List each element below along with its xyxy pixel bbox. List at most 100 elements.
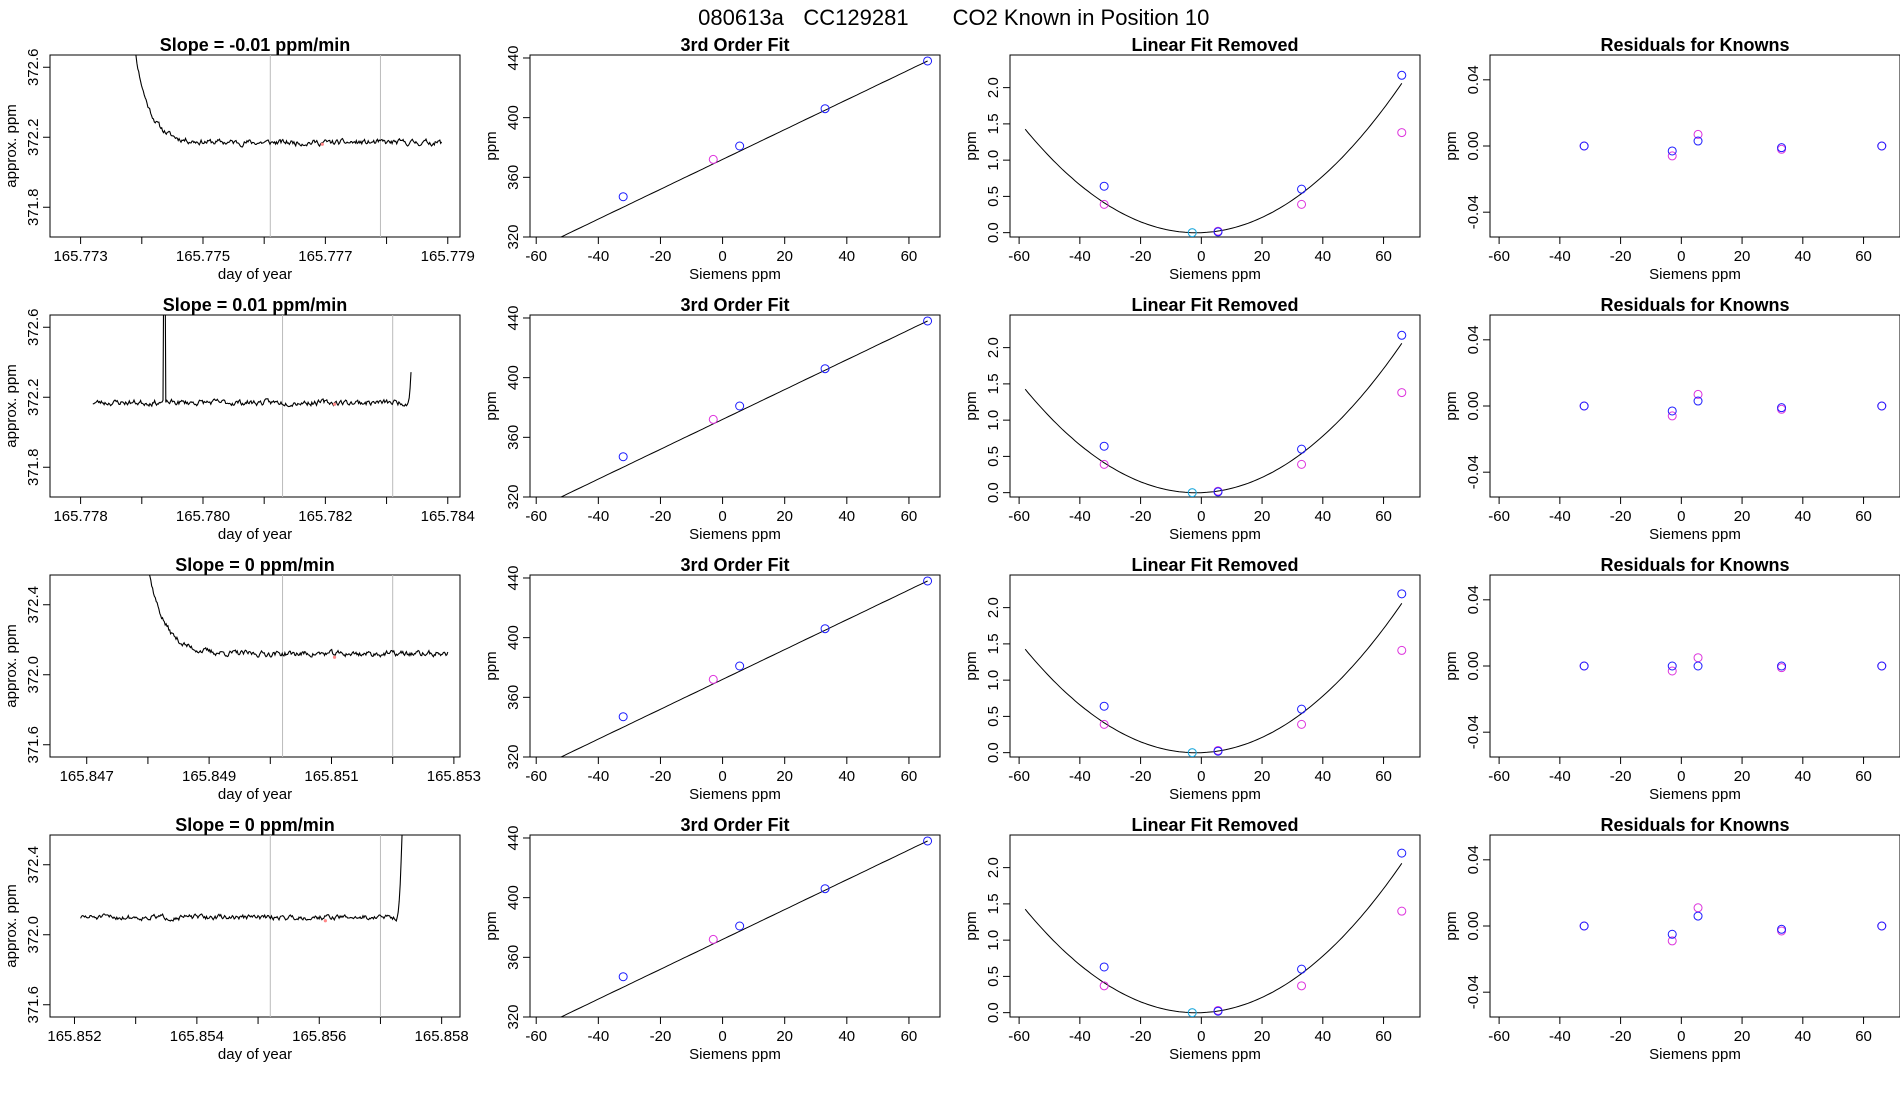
plot-frame <box>49 834 461 1018</box>
x-tick-label: 165.778 <box>53 508 107 525</box>
plot-area <box>135 55 443 237</box>
y-tick-label: 371.8 <box>25 188 42 226</box>
raw-known-point <box>1297 981 1307 991</box>
x-tick-label: 60 <box>1855 768 1872 785</box>
fitted-known-point <box>1297 444 1307 454</box>
x-tick-label: 0 <box>1677 768 1685 785</box>
x-tick-label: 165.847 <box>60 768 114 785</box>
x-tick-label: 165.853 <box>427 768 481 785</box>
reference-point <box>1187 488 1197 497</box>
fitted-known-point <box>1397 848 1407 858</box>
fitted-known-point <box>1877 921 1887 931</box>
x-tick-label: 165.773 <box>53 248 107 265</box>
y-tick-label: 372.0 <box>25 656 42 694</box>
fitted-known-point <box>1099 962 1109 972</box>
x-tick-label: -60 <box>1008 508 1030 525</box>
fitted-known-point <box>735 921 745 931</box>
y-tick-label: 371.8 <box>25 448 42 486</box>
raw-known-point <box>1397 128 1407 138</box>
plot-frame <box>1009 54 1421 238</box>
panel-title: 3rd Order Fit <box>680 815 789 835</box>
y-axis-label: ppm <box>963 131 980 160</box>
panel-r0-c3: Residuals for Knowns -60 -40 -20 0 20 40 60 Siem… <box>1443 35 1900 283</box>
raw-known-point <box>708 154 718 164</box>
figure-title-cylinder: CC129281 <box>803 5 908 30</box>
y-tick-label: 372.4 <box>25 586 42 624</box>
raw-known-point <box>1693 653 1703 663</box>
plot-area <box>1579 389 1887 421</box>
x-tick-label: 60 <box>901 1028 918 1045</box>
fitted-known-point <box>618 192 628 202</box>
plot-frame <box>1489 574 1900 758</box>
x-tick-label: 60 <box>1375 508 1392 525</box>
x-tick-label: 0 <box>718 768 726 785</box>
plot-frame <box>49 574 461 758</box>
panel-title: Slope = -0.01 ppm/min <box>160 35 351 55</box>
plot-area <box>1579 129 1887 161</box>
x-tick-label: 60 <box>1855 508 1872 525</box>
x-tick-label: 0 <box>1677 248 1685 265</box>
y-tick-label: 2.0 <box>985 597 1002 618</box>
raw-known-point <box>1397 388 1407 398</box>
plot-area <box>80 835 403 1017</box>
y-tick-label: 1.5 <box>985 633 1002 654</box>
x-tick-label: 165.849 <box>182 768 236 785</box>
plot-area <box>1024 848 1407 1017</box>
plot-frame <box>529 54 941 238</box>
x-tick-label: 0 <box>1197 508 1205 525</box>
reference-point <box>1187 228 1197 237</box>
raw-known-point <box>1667 151 1677 161</box>
x-tick-label: -40 <box>1549 508 1571 525</box>
x-tick-label: 0 <box>718 248 726 265</box>
raw-known-point <box>708 934 718 944</box>
y-axis-label: ppm <box>483 911 500 940</box>
x-axis-label: Siemens ppm <box>1169 786 1261 803</box>
y-tick-label: 0.00 <box>1465 391 1482 420</box>
x-tick-label: 0 <box>718 508 726 525</box>
plot-frame <box>1009 574 1421 758</box>
y-tick-label: 440 <box>505 45 522 70</box>
fit-curve <box>559 320 928 497</box>
x-tick-label: 60 <box>1375 1028 1392 1045</box>
x-tick-label: -20 <box>650 768 672 785</box>
y-tick-label: -0.04 <box>1465 715 1482 749</box>
sample-marker <box>332 655 337 659</box>
y-tick-label: 360 <box>505 425 522 450</box>
y-tick-label: 0.04 <box>1465 585 1482 614</box>
x-tick-label: -40 <box>1069 508 1091 525</box>
y-tick-label: 1.0 <box>985 670 1002 691</box>
y-tick-label: 1.0 <box>985 410 1002 431</box>
y-tick-label: 440 <box>505 305 522 330</box>
y-tick-label: 320 <box>505 1004 522 1029</box>
fitted-known-point <box>1579 661 1589 671</box>
fitted-known-point <box>735 401 745 411</box>
plot-area <box>559 56 933 237</box>
x-tick-label: 0 <box>718 1028 726 1045</box>
x-tick-label: -40 <box>587 1028 609 1045</box>
y-axis-label: approx. ppm <box>3 884 20 967</box>
fit-curve <box>559 60 928 237</box>
panel-title: Slope = 0.01 ppm/min <box>163 295 348 315</box>
y-axis-label: ppm <box>1443 391 1460 420</box>
fitted-known-point <box>1297 964 1307 974</box>
raw-known-point <box>1693 903 1703 913</box>
x-tick-label: -60 <box>525 248 547 265</box>
reference-point <box>1187 1008 1197 1017</box>
fitted-known-point <box>618 452 628 462</box>
x-tick-label: -20 <box>1130 1028 1152 1045</box>
plot-area <box>1579 903 1887 946</box>
y-tick-label: 0.0 <box>985 1002 1002 1023</box>
x-axis-label: day of year <box>218 526 292 543</box>
x-tick-label: 40 <box>838 508 855 525</box>
panel-r3-c2: Linear Fit Removed -60 -40 -20 0 20 40 60 Siemen… <box>963 815 1421 1063</box>
x-tick-label: 20 <box>1734 248 1751 265</box>
fitted-known-point <box>1693 911 1703 921</box>
fitted-known-point <box>1099 441 1109 451</box>
panel-title: 3rd Order Fit <box>680 35 789 55</box>
panel-title: Residuals for Knowns <box>1600 295 1789 315</box>
x-axis-label: Siemens ppm <box>689 266 781 283</box>
x-tick-label: -40 <box>1549 248 1571 265</box>
y-axis-label: ppm <box>963 651 980 680</box>
x-tick-label: 165.854 <box>170 1028 224 1045</box>
fitted-known-point <box>1777 143 1787 153</box>
